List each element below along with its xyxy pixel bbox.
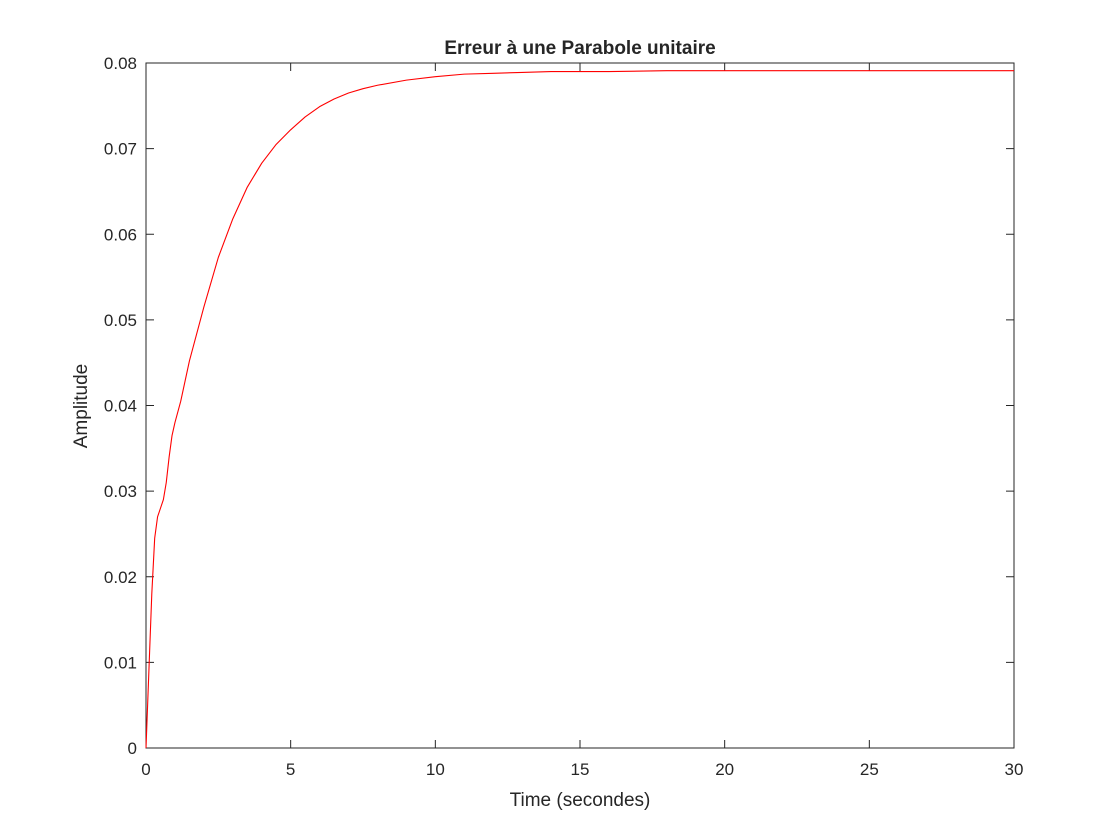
x-tick-label: 30 [1005,760,1024,779]
y-tick-label: 0.04 [104,397,137,416]
y-tick-label: 0.05 [104,311,137,330]
series-line-0 [145,70,1014,749]
x-tick-label: 25 [860,760,879,779]
plot-area: 0 5 10 15 20 25 30 0 0.01 0.02 0.03 0.04 0.05 0.06 0.0… [104,54,1024,779]
x-tick-label: 10 [426,760,445,779]
y-tick-label: 0.08 [104,54,137,73]
y-tick-label: 0.07 [104,140,137,159]
x-tick-label: 5 [286,760,295,779]
x-tick-label: 0 [141,760,150,779]
chart-title: Erreur à une Parabole unitaire [444,38,715,59]
x-axis-label: Time (secondes) [510,790,651,811]
y-tick-label: 0.02 [104,568,137,587]
x-tick-label: 15 [571,760,590,779]
y-tick-label: 0.03 [104,482,137,501]
y-tick-label: 0.01 [104,653,137,672]
x-tick-label: 20 [715,760,734,779]
y-tick-label: 0 [128,739,137,758]
axes-box [145,62,1015,749]
y-tick-label: 0.06 [104,225,137,244]
y-axis-label: Amplitude [71,364,92,449]
